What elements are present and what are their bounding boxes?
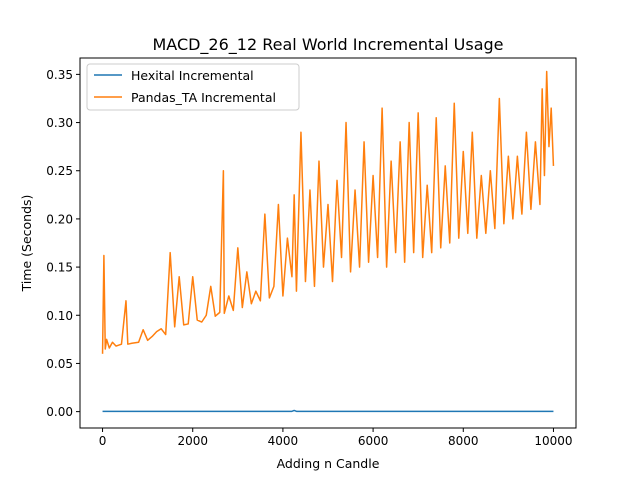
- y-tick-label: 0.35: [46, 68, 73, 82]
- legend-box: [86, 63, 300, 111]
- y-tick-label: 0.00: [46, 405, 73, 419]
- y-tick-label: 0.25: [46, 164, 73, 178]
- x-tick-label: 2000: [177, 434, 208, 448]
- series-line-hexital: [102, 409, 554, 413]
- y-axis-label: Time (Seconds): [19, 195, 34, 293]
- x-axis-ticks: 0 2000 4000 6000 8000 10000: [99, 428, 573, 448]
- y-tick-label: 0.10: [46, 309, 73, 323]
- x-tick-label: 0: [99, 434, 107, 448]
- legend-label-pandas-ta: Pandas_TA Incremental: [131, 90, 276, 105]
- y-tick-label: 0.15: [46, 261, 73, 275]
- x-tick-label: 4000: [268, 434, 299, 448]
- plot-area: [79, 57, 577, 429]
- x-tick-label: 10000: [534, 434, 572, 448]
- x-tick-label: 6000: [358, 434, 389, 448]
- y-tick-label: 0.30: [46, 116, 73, 130]
- x-axis-label: Adding n Candle: [277, 456, 380, 471]
- y-tick-label: 0.05: [46, 357, 73, 371]
- legend: Hexital Incremental Pandas_TA Incrementa…: [86, 63, 300, 111]
- legend-label-hexital: Hexital Incremental: [131, 68, 254, 83]
- chart-title: MACD_26_12 Real World Incremental Usage: [152, 35, 503, 55]
- y-tick-label: 0.20: [46, 212, 73, 226]
- axes-frame: [79, 57, 577, 429]
- y-axis-ticks: 0.00 0.05 0.10 0.15 0.20 0.25 0.30 0.35: [46, 68, 80, 419]
- x-tick-label: 8000: [448, 434, 479, 448]
- series-line-pandas-ta: [101, 70, 555, 354]
- series-layer: [101, 70, 555, 413]
